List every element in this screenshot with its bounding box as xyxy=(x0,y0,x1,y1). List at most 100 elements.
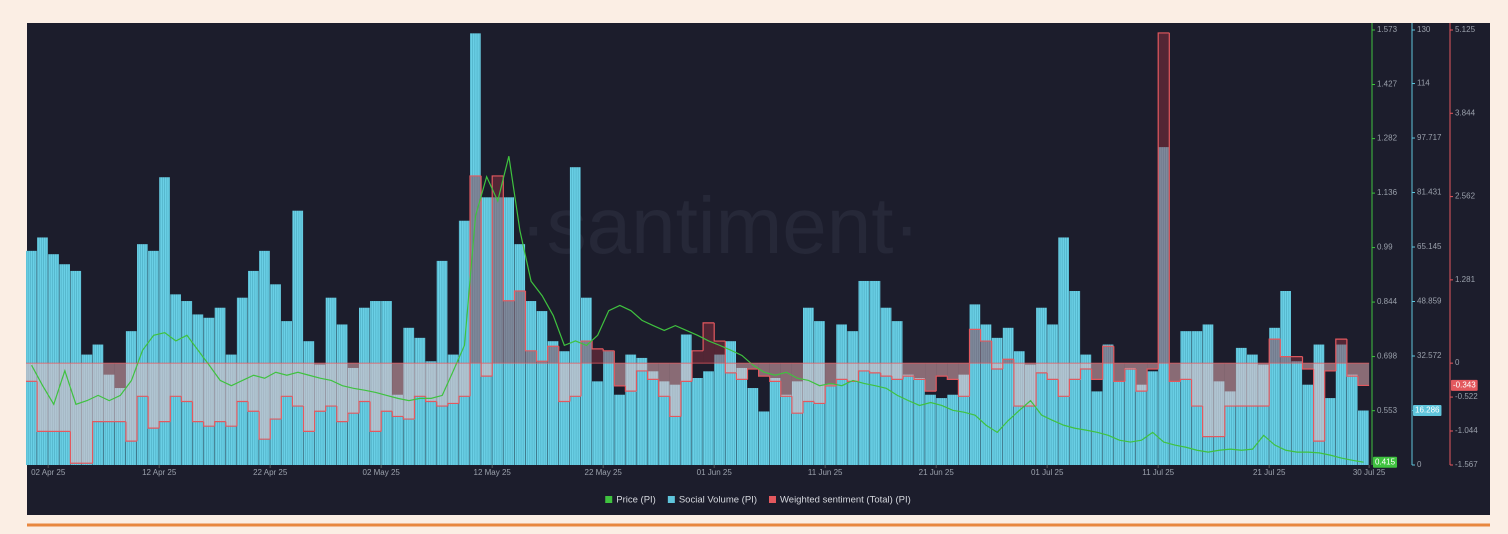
sentiment-fill xyxy=(1313,363,1325,442)
sentiment-fill xyxy=(658,363,670,397)
sentiment-step xyxy=(1124,363,1136,382)
bar xyxy=(1091,391,1103,465)
sentiment-step xyxy=(36,363,49,432)
sentiment-edge xyxy=(480,175,493,377)
y-tick-label: 32.572 xyxy=(1417,351,1442,360)
legend: Price (PI) Social Volume (PI) Weighted sen… xyxy=(605,495,911,506)
sentiment-fill xyxy=(114,363,126,422)
sentiment-fill xyxy=(825,363,837,386)
x-tick-label: 11 Jun 25 xyxy=(808,468,843,477)
sentiment-step xyxy=(491,175,504,377)
sentiment-fill xyxy=(947,363,959,380)
sentiment-fill xyxy=(625,363,637,392)
bar xyxy=(1158,147,1169,465)
sentiment-fill xyxy=(81,363,93,464)
sentiment-edge xyxy=(513,290,526,301)
bar xyxy=(902,374,914,465)
sentiment-edge xyxy=(1357,376,1370,387)
y-tick-label: 48.859 xyxy=(1417,297,1442,306)
sentiment-fill xyxy=(447,363,459,404)
sentiment-step xyxy=(158,363,171,429)
sentiment-edge xyxy=(680,380,692,417)
sentiment-step xyxy=(791,363,803,414)
bar xyxy=(980,324,992,465)
sentiment-edge xyxy=(869,370,881,374)
bar xyxy=(1280,291,1291,465)
sentiment-step xyxy=(1313,363,1325,442)
sentiment-edge xyxy=(913,376,926,380)
sentiment-edge xyxy=(547,345,559,362)
bar xyxy=(791,381,803,465)
bar xyxy=(680,334,692,465)
sentiment-fill xyxy=(1247,363,1259,407)
sentiment-step xyxy=(658,363,670,397)
bar xyxy=(558,351,570,465)
sentiment-fill xyxy=(780,363,792,397)
bar xyxy=(669,384,681,465)
sentiment-edge xyxy=(1057,379,1070,397)
sentiment-step xyxy=(314,363,326,432)
sentiment-fill xyxy=(647,363,659,380)
sentiment-step xyxy=(991,341,1003,370)
sentiment-fill xyxy=(603,350,615,364)
sentiment-step xyxy=(69,363,82,464)
x-tick-label: 11 Jul 25 xyxy=(1142,468,1174,477)
bar xyxy=(658,381,670,465)
sentiment-fill xyxy=(1136,363,1148,392)
bar xyxy=(703,371,714,465)
sentiment-edge xyxy=(702,322,715,351)
sentiment-fill xyxy=(181,363,193,402)
y-tick-label: 0.99 xyxy=(1377,243,1393,252)
sentiment-step xyxy=(702,322,715,364)
sentiment-step xyxy=(513,290,526,364)
bar xyxy=(492,197,503,466)
last-value-badge xyxy=(1451,379,1478,391)
sentiment-step xyxy=(336,363,348,423)
sentiment-fill xyxy=(914,363,926,380)
x-tick-label: 01 Jun 25 xyxy=(697,468,733,477)
sentiment-fill xyxy=(1324,363,1336,371)
sentiment-fill xyxy=(791,363,803,414)
sentiment-step xyxy=(391,363,404,418)
sentiment-fill xyxy=(470,175,482,364)
sentiment-fill xyxy=(314,363,326,412)
sentiment-fill xyxy=(547,346,559,364)
sentiment-fill xyxy=(70,363,82,464)
sentiment-edge xyxy=(1202,406,1214,438)
sentiment-edge xyxy=(924,379,937,392)
y-tick-label: 1.282 xyxy=(1377,134,1398,143)
sentiment-edge xyxy=(935,375,948,392)
sentiment-step xyxy=(547,345,559,364)
bar xyxy=(969,304,981,465)
sentiment-fill xyxy=(1069,363,1081,380)
sentiment-fill xyxy=(303,363,315,432)
sentiment-step xyxy=(369,363,382,432)
sentiment-edge xyxy=(1346,339,1358,377)
sentiment-fill xyxy=(1113,363,1125,382)
sentiment-fill xyxy=(803,363,815,402)
bar xyxy=(1058,237,1069,465)
sentiment-fill xyxy=(248,363,260,412)
bar xyxy=(603,351,614,465)
sentiment-step xyxy=(802,363,815,414)
sentiment-fill xyxy=(1358,363,1370,386)
sentiment-step xyxy=(613,350,626,387)
sentiment-step xyxy=(1279,339,1292,364)
bar xyxy=(947,394,958,465)
bar xyxy=(1102,344,1114,465)
bar xyxy=(425,361,437,465)
bar xyxy=(1036,307,1047,465)
y-tick-label: 65.145 xyxy=(1417,242,1442,251)
sentiment-step xyxy=(325,363,337,412)
sentiment-fill xyxy=(170,363,182,397)
sentiment-fill xyxy=(858,363,870,371)
bar xyxy=(1291,361,1303,465)
last-value-badge xyxy=(1413,405,1442,417)
sentiment-edge xyxy=(203,421,215,427)
sentiment-fill xyxy=(991,363,1003,369)
sentiment-fill xyxy=(225,363,237,427)
sentiment-step xyxy=(935,363,948,392)
sentiment-step xyxy=(447,363,459,407)
sentiment-step xyxy=(291,363,304,407)
sentiment-edge xyxy=(824,385,837,404)
